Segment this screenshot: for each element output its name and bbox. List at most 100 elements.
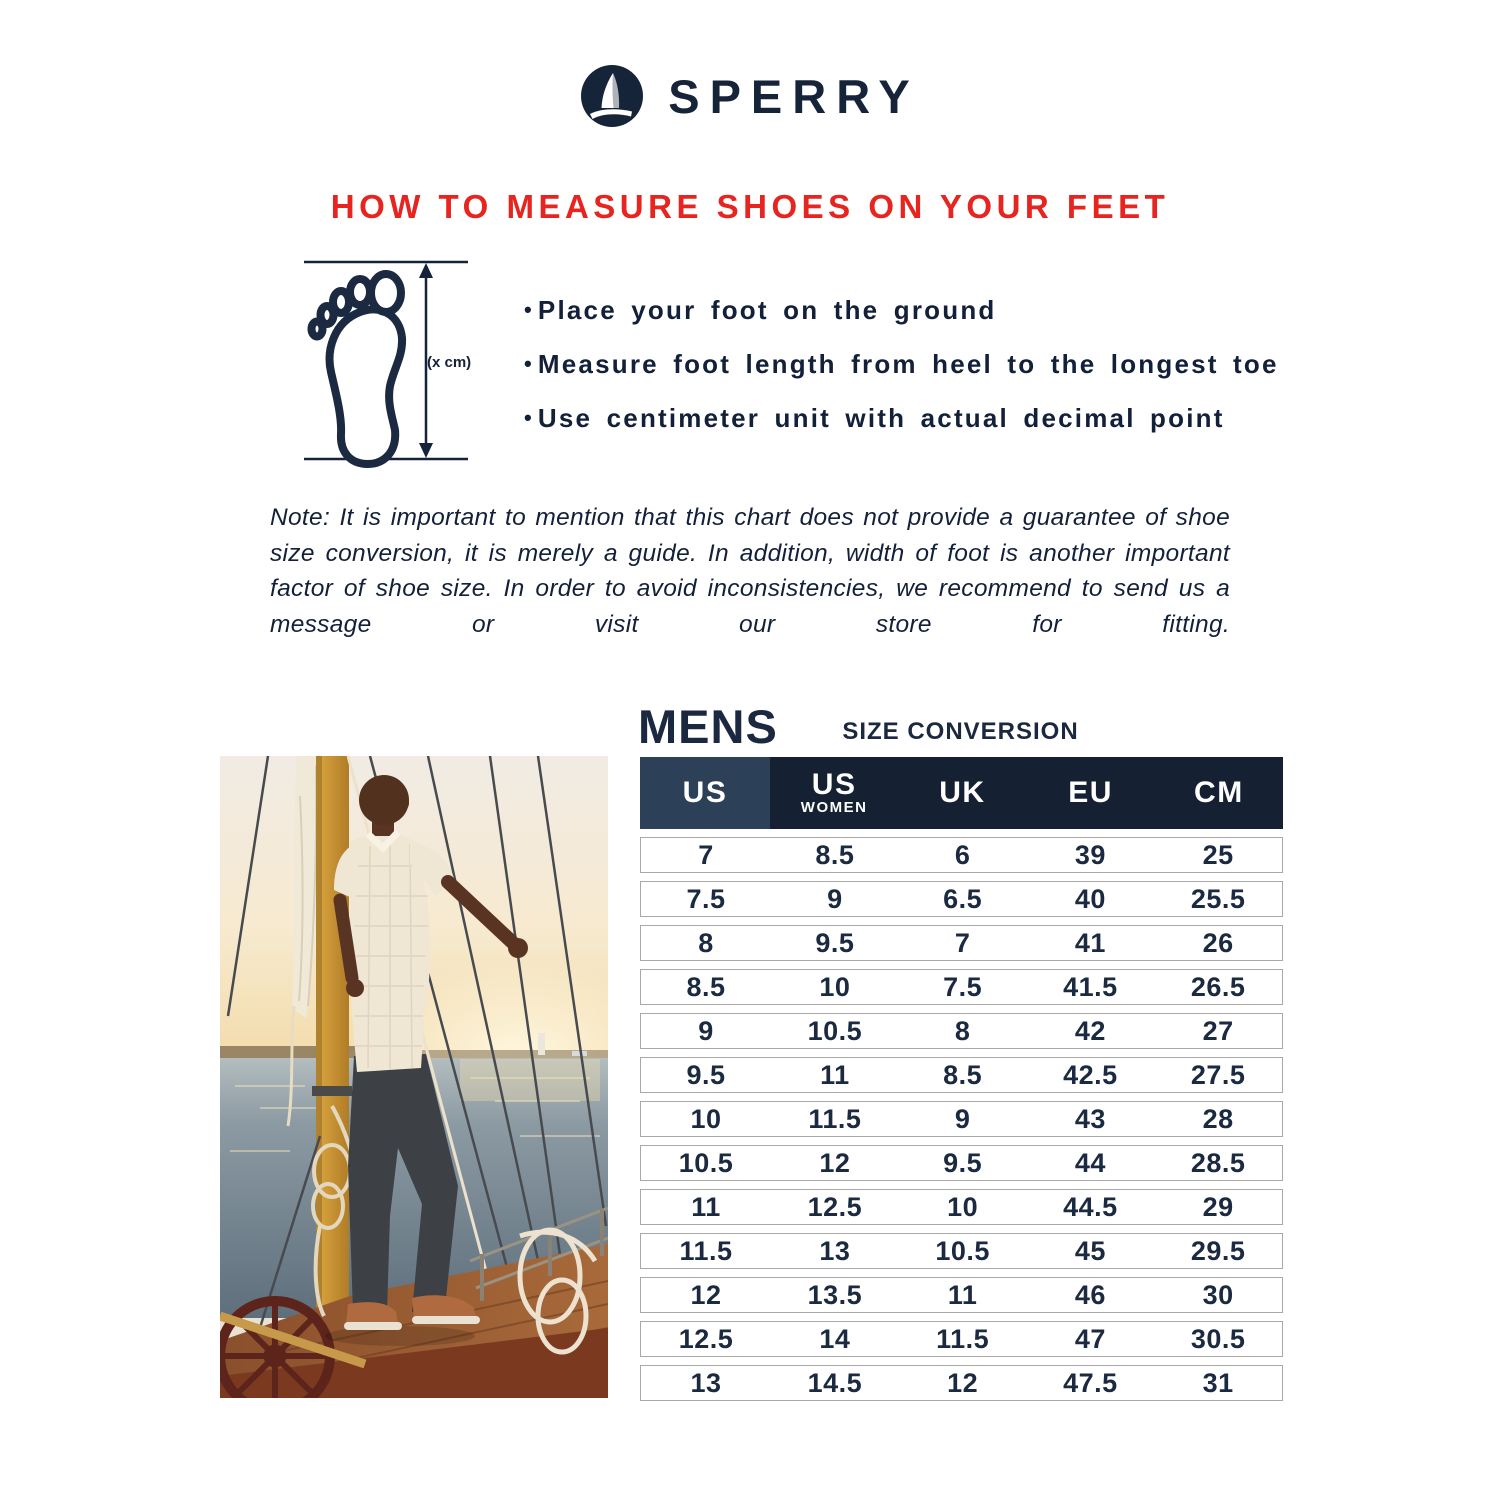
cell-uk: 7 [954,927,971,958]
lighthouse [538,1033,545,1055]
foot-measure-label: (x cm) [427,354,471,371]
cell-us: 8 [698,927,714,958]
cell-us: 9 [698,1015,714,1046]
cell-eu: 47 [1074,1323,1106,1354]
cell-cm: 25 [1202,839,1234,870]
cell-us-women: 10 [819,971,851,1002]
man-head [359,775,409,825]
cell-us: 10 [690,1103,722,1134]
cell-cm: 27 [1202,1015,1234,1046]
cell-uk: 9.5 [943,1147,983,1178]
cell-us-women: 12.5 [807,1191,863,1222]
cell-us-women: 10.5 [807,1015,863,1046]
size-conversion-title: SIZE CONVERSION [842,718,1079,745]
disclaimer-note: Note: It is important to mention that th… [270,504,1230,638]
cell-uk: 11 [947,1279,978,1310]
cell-uk: 8 [954,1015,971,1046]
table-row: 11 12.5 10 44.5 29 [640,1189,1283,1225]
instruction-list: Place your foot on the ground Measure fo… [524,294,1277,456]
brand-header: SPERRY [0,64,1500,128]
cell-eu: 41 [1074,927,1106,958]
cell-eu: 46 [1074,1279,1106,1310]
cell-us: 12.5 [678,1323,734,1354]
cell-eu: 42.5 [1063,1059,1118,1090]
cell-uk: 10 [947,1191,979,1222]
cell-uk: 8.5 [943,1059,983,1090]
man-figure [325,775,528,1346]
cell-us: 11.5 [679,1235,733,1266]
cell-cm: 30.5 [1190,1323,1246,1354]
cell-eu: 39 [1074,839,1106,870]
cell-cm: 28 [1202,1103,1234,1134]
table-row: 13 14.5 12 47.5 31 [640,1365,1283,1401]
arrow-down-icon [419,443,433,458]
table-row: 7 8.5 6 39 25 [640,837,1283,873]
cell-us-women: 13 [819,1235,851,1266]
cell-eu: 45 [1074,1235,1106,1266]
table-row: 10 11.5 9 43 28 [640,1101,1283,1137]
brand-name: SPERRY [668,69,920,123]
cell-us-women: 9.5 [815,927,855,958]
instruction-item: Place your foot on the ground [524,294,1244,328]
table-row: 9.5 11 8.5 42.5 27.5 [640,1057,1283,1093]
cell-cm: 26.5 [1190,971,1246,1002]
instruction-item: Measure foot length from heel to the lon… [524,348,1277,382]
size-conversion-table: US US WOMEN UK EU CM 7 8.5 6 39 25 7.5 9… [640,757,1283,1401]
table-row: 8.5 10 7.5 41.5 26.5 [640,969,1283,1005]
mens-section-label: MENS [638,700,778,753]
cell-cm: 29.5 [1190,1235,1246,1266]
cell-us: 7.5 [686,883,726,914]
cell-eu: 44.5 [1063,1191,1118,1222]
column-header-us: US [640,757,770,829]
cell-us-women: 14.5 [807,1367,863,1398]
column-header-cm: CM [1194,776,1244,809]
cell-cm: 30 [1202,1279,1234,1310]
arrow-up-icon [419,263,433,278]
cell-uk: 12 [947,1367,979,1398]
cell-eu: 43 [1074,1103,1106,1134]
cell-us: 8.5 [686,971,726,1002]
distant-boat [572,1051,587,1056]
cell-us-women: 14 [819,1323,851,1354]
foot-measurement-diagram: (x cm) [296,250,486,472]
cell-us: 12 [690,1279,722,1310]
cell-uk: 11.5 [936,1323,990,1354]
cell-us-women: 9 [827,883,843,914]
cell-cm: 25.5 [1190,883,1246,914]
cell-uk: 6.5 [943,883,983,914]
cell-uk: 9 [954,1103,971,1134]
cell-uk: 6 [954,839,971,870]
sailboat-photo [220,756,608,1398]
cell-eu: 40 [1074,883,1106,914]
cell-cm: 29 [1202,1191,1234,1222]
cell-cm: 26 [1202,927,1234,958]
column-header-eu: EU [1068,776,1113,809]
cell-eu: 42 [1074,1015,1106,1046]
table-row: 11.5 13 10.5 45 29.5 [640,1233,1283,1269]
footprint-icon [307,270,407,468]
cell-us-women: 12 [819,1147,851,1178]
table-row: 12 13.5 11 46 30 [640,1277,1283,1313]
column-header-us-women: US WOMEN [800,768,868,816]
table-header-row: US US WOMEN UK EU CM [640,757,1283,829]
table-row: 12.5 14 11.5 47 30.5 [640,1321,1283,1357]
boat-shoes [344,1295,480,1330]
instruction-item: Use centimeter unit with actual decimal … [524,402,1244,436]
hull [220,1328,608,1398]
hand-on-rigging [508,938,528,958]
cell-us: 10.5 [678,1147,734,1178]
table-row: 8 9.5 7 41 26 [640,925,1283,961]
sperry-sailboat-logo-icon [580,64,644,128]
cell-us: 11 [691,1191,721,1222]
cell-eu: 41.5 [1063,971,1118,1002]
column-header-uk: UK [939,776,986,809]
table-row: 7.5 9 6.5 40 25.5 [640,881,1283,917]
cell-us: 9.5 [686,1059,726,1090]
cell-cm: 27.5 [1190,1059,1246,1090]
table-section-header: MENS SIZE CONVERSION [638,694,1283,753]
cell-us: 7 [698,839,714,870]
cell-us-women: 8.5 [815,839,855,870]
cell-uk: 7.5 [943,971,983,1002]
cell-us: 13 [690,1367,722,1398]
table-row: 9 10.5 8 42 27 [640,1013,1283,1049]
